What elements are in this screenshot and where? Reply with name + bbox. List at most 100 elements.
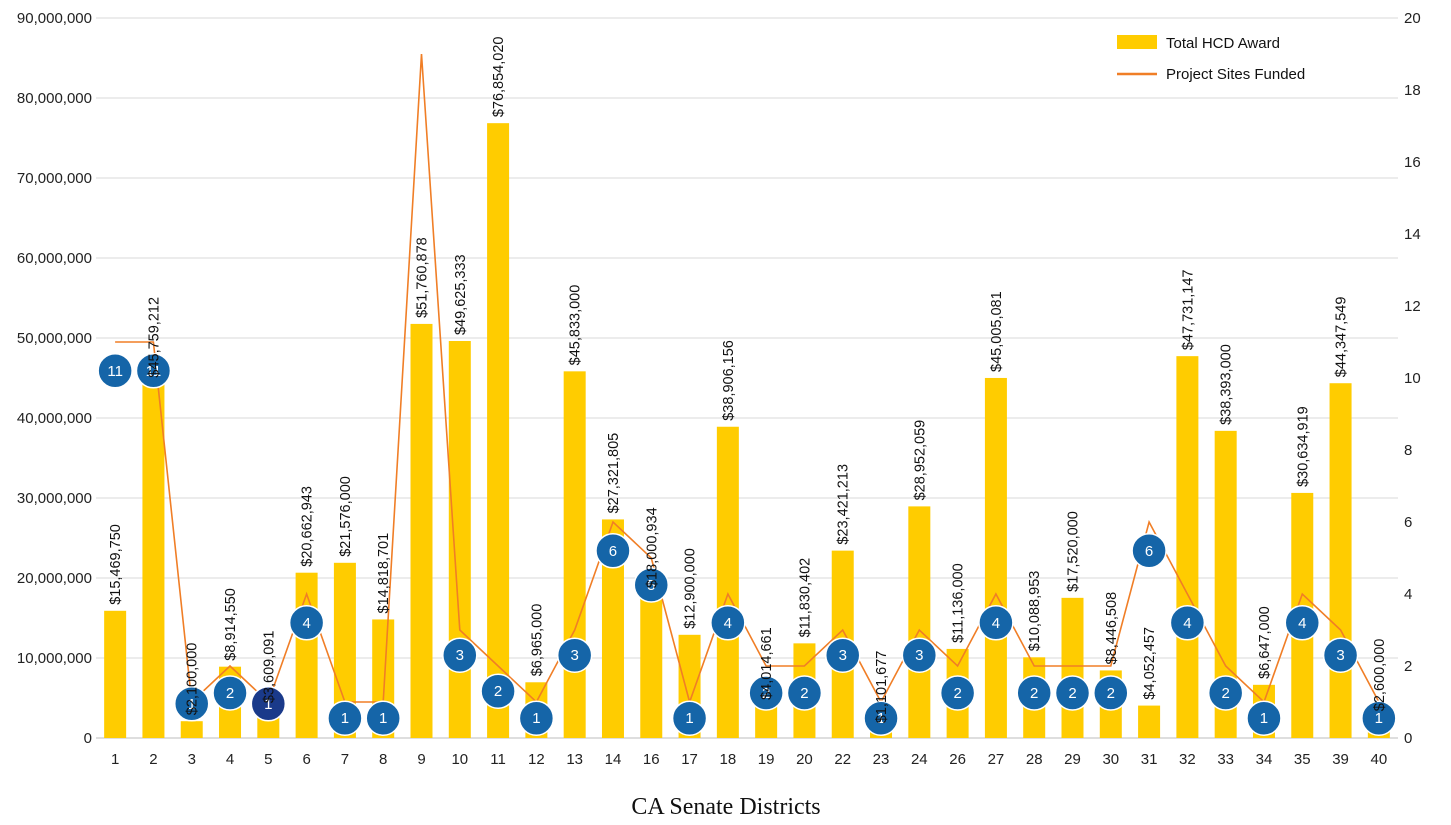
badge-circle — [1054, 675, 1091, 711]
bar — [142, 383, 165, 738]
data-label: $10,088,953 — [1027, 571, 1043, 652]
y-left-tick-label: 90,000,000 — [17, 10, 92, 27]
bar — [448, 340, 471, 738]
badge-label: 4 — [1183, 615, 1191, 632]
x-tick-label: 31 — [1141, 751, 1158, 768]
badge-label: 2 — [494, 683, 502, 700]
badge-circle — [173, 686, 210, 722]
badge-circle — [863, 700, 899, 736]
data-label: $20,662,943 — [300, 486, 316, 567]
data-label: $18,000,934 — [644, 507, 660, 588]
count-badge: 1 — [250, 686, 287, 722]
badge-circle — [901, 637, 938, 673]
badge-label: 3 — [1336, 647, 1344, 664]
badge-label: 1 — [1260, 710, 1268, 727]
badge-label: 1 — [877, 710, 885, 727]
badge-label: 11 — [146, 363, 162, 380]
count-badge: 1 — [173, 686, 210, 722]
x-tick-label: 24 — [911, 751, 928, 768]
data-label: $38,906,156 — [721, 340, 737, 421]
count-badge: 4 — [978, 605, 1014, 641]
badge-circle — [1322, 637, 1359, 673]
count-badge: 3 — [824, 637, 861, 673]
data-label: $11,136,000 — [951, 563, 967, 643]
x-tick-label: 19 — [758, 751, 775, 768]
line-path — [115, 53, 1380, 705]
x-tick-label: 20 — [796, 751, 813, 768]
count-badge: 6 — [595, 533, 631, 569]
bar — [180, 721, 203, 738]
badge-circle — [1093, 675, 1129, 711]
data-label: $8,446,508 — [1104, 592, 1120, 665]
count-badge: 1 — [365, 700, 401, 736]
badge-circle — [824, 637, 861, 673]
count-badge: 2 — [1093, 675, 1129, 711]
bar-series — [104, 123, 1390, 738]
badge-label: 3 — [915, 647, 923, 664]
count-badge: 2 — [786, 675, 823, 711]
badge-label: 4 — [1298, 615, 1306, 632]
badge-circle — [671, 700, 708, 736]
x-tick-label: 2 — [149, 751, 157, 768]
data-label: $12,900,000 — [683, 548, 699, 629]
bar — [755, 705, 778, 738]
count-badge: 2 — [939, 675, 976, 711]
legend-label-line: Project Sites Funded — [1166, 66, 1305, 83]
count-badge: 1 — [1246, 700, 1282, 736]
y-right-tick-label: 8 — [1404, 442, 1412, 459]
data-label: $4,014,661 — [759, 627, 775, 700]
count-badge: 1 — [863, 700, 899, 736]
badge-circle — [748, 675, 784, 711]
x-tick-label: 13 — [566, 751, 583, 768]
x-tick-label: 33 — [1217, 751, 1234, 768]
left-axis: 0 10,000,000 20,000,000 30,000,000 40,000,00… — [17, 10, 92, 747]
y-right-tick-label: 20 — [1404, 10, 1421, 27]
x-tick-label: 32 — [1179, 751, 1196, 768]
data-label: $38,393,000 — [1219, 344, 1235, 425]
badge-label: 2 — [1107, 685, 1115, 702]
x-tick-label: 17 — [681, 751, 698, 768]
count-badge: 3 — [901, 637, 938, 673]
y-right-tick-label: 10 — [1404, 370, 1421, 387]
data-label: $4,052,457 — [1142, 627, 1158, 700]
data-label: $76,854,020 — [491, 37, 507, 118]
y-right-tick-label: 16 — [1404, 154, 1421, 171]
data-label: $2,100,000 — [185, 643, 201, 716]
badge-circle — [1169, 605, 1206, 641]
x-tick-label: 6 — [302, 751, 310, 768]
badge-label: 1 — [379, 710, 387, 727]
legend-swatch-bar — [1117, 35, 1157, 49]
count-badge: 2 — [748, 675, 784, 711]
badge-circle — [556, 637, 593, 673]
x-tick-label: 9 — [417, 751, 425, 768]
y-left-tick-label: 70,000,000 — [17, 170, 92, 187]
y-left-tick-label: 0 — [84, 730, 92, 747]
x-tick-label: 1 — [111, 751, 119, 768]
badge-label: 3 — [571, 647, 579, 664]
bar — [1214, 430, 1237, 738]
data-label: $47,731,147 — [1180, 270, 1196, 351]
count-badge: 2 — [1054, 675, 1091, 711]
data-label: $1,101,677 — [874, 651, 890, 724]
data-label: $3,609,091 — [261, 631, 277, 704]
badge-circle — [710, 605, 746, 641]
bar — [1329, 383, 1352, 738]
count-badge: 3 — [556, 637, 593, 673]
x-tick-label: 23 — [873, 751, 890, 768]
badge-label: 3 — [839, 647, 847, 664]
badge-label: 1 — [1375, 710, 1383, 727]
x-tick-label: 26 — [949, 751, 966, 768]
badge-circle — [250, 686, 287, 722]
badge-circle — [365, 700, 401, 736]
count-badge: 2 — [1207, 675, 1244, 711]
badge-circle — [212, 675, 248, 711]
data-label: $8,914,550 — [223, 588, 239, 661]
data-label: $45,005,081 — [989, 291, 1005, 372]
badge-label: 6 — [1145, 543, 1153, 560]
data-label: $23,421,213 — [836, 464, 852, 545]
count-badge: 4 — [1169, 605, 1206, 641]
badge-label: 1 — [188, 696, 196, 713]
legend-label-bar: Total HCD Award — [1166, 35, 1280, 52]
x-tick-label: 35 — [1294, 751, 1311, 768]
data-label: $11,830,402 — [797, 558, 813, 638]
